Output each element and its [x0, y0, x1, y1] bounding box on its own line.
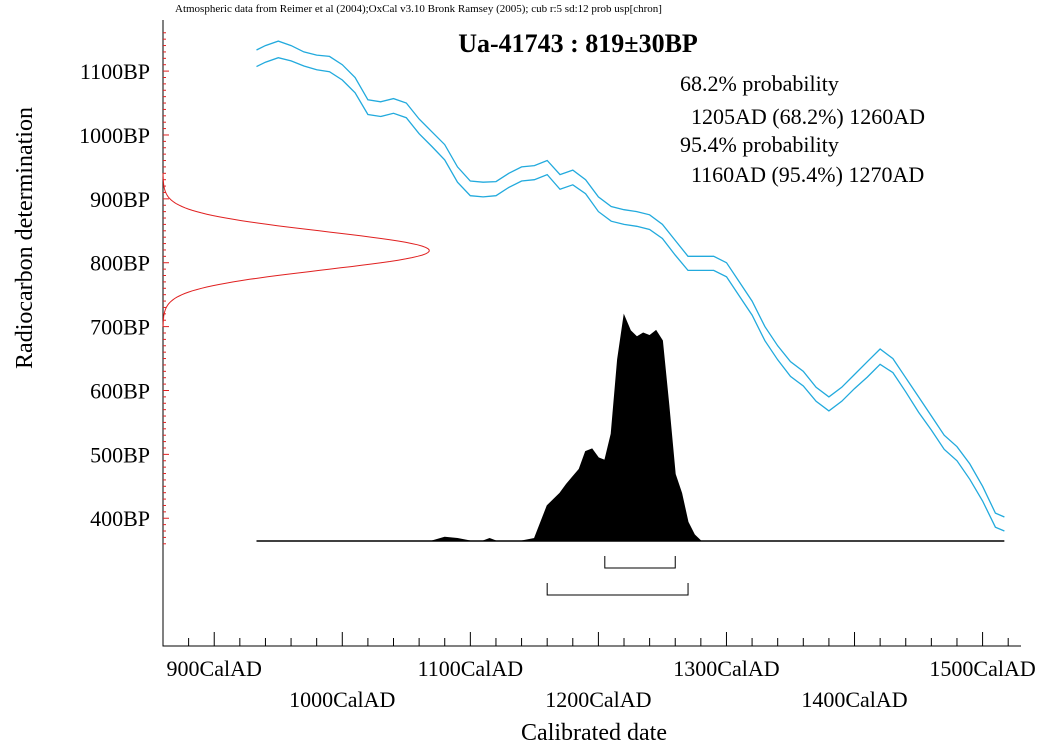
legend-line-1: 68.2% probability — [680, 71, 839, 96]
posterior-distribution — [380, 313, 727, 542]
x-tick-label: 1000CalAD — [289, 687, 395, 712]
chart-title: Ua-41743 : 819±30BP — [458, 29, 698, 58]
y-tick-label: 800BP — [90, 251, 150, 276]
legend-line-3: 95.4% probability — [680, 132, 839, 157]
range-bracket-68-2pct — [604, 556, 676, 569]
y-tick-label: 600BP — [90, 378, 150, 403]
legend-line-2: 1205AD (68.2%) 1260AD — [680, 104, 925, 129]
calibration-curve-lower — [256, 57, 1005, 532]
chart-suptitle: Atmospheric data from Reimer et al (2004… — [175, 3, 662, 15]
calibration-curve-upper — [256, 40, 1005, 518]
x-tick-label: 1300CalAD — [673, 656, 779, 681]
y-tick-label: 1000BP — [79, 123, 150, 148]
x-tick-label: 1500CalAD — [929, 656, 1035, 681]
y-tick-label: 1100BP — [80, 59, 150, 84]
y-tick-label: 500BP — [90, 442, 150, 467]
x-tick-label: 900CalAD — [167, 656, 262, 681]
y-tick-label: 400BP — [90, 506, 150, 531]
x-tick-label: 1200CalAD — [545, 687, 651, 712]
axis-frame — [162, 20, 1021, 647]
radiocarbon-distribution — [162, 173, 430, 327]
x-axis-label: Calibrated date — [521, 720, 667, 746]
x-tick-label: 1400CalAD — [801, 687, 907, 712]
y-tick-label: 700BP — [90, 315, 150, 340]
legend-line-4: 1160AD (95.4%) 1270AD — [680, 162, 924, 187]
y-tick-label: 900BP — [90, 187, 150, 212]
x-tick-label: 1100CalAD — [418, 656, 524, 681]
y-axis-label: Radiocarbon determination — [12, 107, 38, 369]
range-bracket-95-4pct — [546, 583, 689, 596]
